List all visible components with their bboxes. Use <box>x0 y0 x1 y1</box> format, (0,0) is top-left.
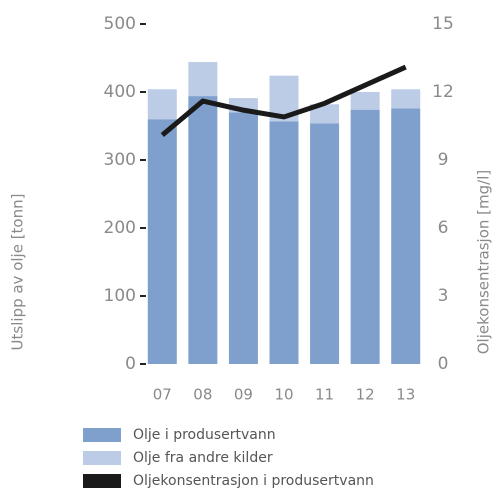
legend-label: Olje fra andre kilder <box>133 450 273 466</box>
y2-tick-label: 6 <box>438 218 449 238</box>
bar <box>310 123 340 364</box>
legend-swatch <box>83 474 121 488</box>
y-tick-label: 400 <box>104 82 136 102</box>
x-tick-label: 09 <box>234 386 253 404</box>
legend-swatch <box>83 451 121 465</box>
y-tick-label: 100 <box>104 286 136 306</box>
bar <box>350 109 380 365</box>
legend-label: Oljekonsentrasjon i produsertvann <box>133 473 374 489</box>
y2-tick-label: 12 <box>432 82 454 102</box>
y2-tick-label: 3 <box>438 286 449 306</box>
legend-swatch <box>83 428 121 442</box>
x-tick-label: 07 <box>153 386 172 404</box>
y2-tick-label: 0 <box>438 354 449 374</box>
y2-tick-label: 9 <box>438 150 449 170</box>
bar <box>147 89 177 120</box>
x-tick-label: 13 <box>396 386 415 404</box>
x-tick-label: 11 <box>315 386 334 404</box>
x-tick-label: 12 <box>356 386 375 404</box>
y-tick-label: 500 <box>104 14 136 34</box>
bar <box>310 104 340 124</box>
bar <box>228 112 258 365</box>
bar <box>147 119 177 364</box>
line <box>160 64 407 137</box>
bar <box>391 108 421 364</box>
y2-tick-label: 15 <box>432 14 454 34</box>
bar <box>391 89 421 109</box>
x-tick-label: 10 <box>274 386 293 404</box>
y-tick-label: 0 <box>125 354 136 374</box>
y2-axis-label: Oljekonsentrasjon [mg/l] <box>475 170 493 355</box>
legend-label: Olje i produsertvann <box>133 427 276 443</box>
y-tick-label: 200 <box>104 218 136 238</box>
bar <box>188 96 218 364</box>
y-axis-label: Utslipp av olje [tonn] <box>9 194 27 351</box>
x-tick-label: 08 <box>193 386 212 404</box>
bar <box>269 121 299 365</box>
y-tick-label: 300 <box>104 150 136 170</box>
bar <box>350 92 380 110</box>
bar <box>188 62 218 97</box>
